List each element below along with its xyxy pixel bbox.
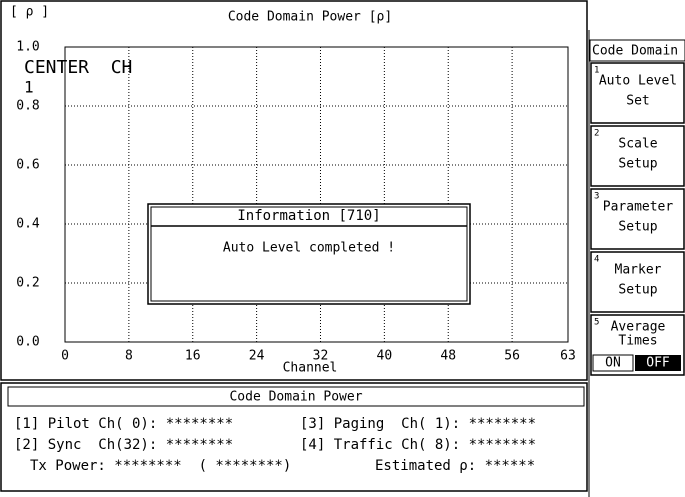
- x-tick-label: 32: [313, 349, 329, 364]
- x-tick-label: 24: [249, 349, 265, 364]
- result: Tx Power: ******** ( ********): [30, 458, 291, 474]
- x-tick-label: 40: [377, 349, 393, 364]
- button-label: Marker: [615, 263, 662, 278]
- menu-button[interactable]: [590, 62, 685, 124]
- menu-button[interactable]: [590, 188, 685, 250]
- button-label: Setup: [618, 283, 657, 298]
- x-tick-label: 16: [185, 349, 201, 364]
- button-label: Setup: [618, 220, 657, 235]
- button-label: Set: [626, 94, 649, 109]
- y-tick-label: 0.0: [16, 335, 39, 350]
- menu-button[interactable]: [590, 125, 685, 187]
- toggle-label: OFF: [646, 356, 670, 371]
- axes: 0.0 0.2 0.4 0.6 0.8 1.0 0 8 16 24 32 40 48 56 63: [16, 40, 576, 364]
- results-header: [7, 386, 585, 407]
- dialog: Information [710] Auto Level completed !: [147, 203, 471, 305]
- x-tick-label: 0: [61, 349, 69, 364]
- x-tick-label: 8: [125, 349, 133, 364]
- menu-title: Code Domain: [592, 44, 678, 59]
- button-label: Parameter: [603, 200, 674, 215]
- menu-header: [589, 39, 685, 62]
- result: [2] Sync Ch(32): ********: [14, 437, 233, 453]
- dialog-box: [147, 203, 471, 305]
- plot-panel: [0, 0, 588, 381]
- overlay: CENTER CH: [24, 57, 132, 78]
- toggle-on[interactable]: [592, 354, 634, 372]
- y-unit: [ ρ ]: [10, 5, 49, 20]
- button-number: 4: [594, 255, 599, 265]
- plot-title: Code Domain Power [ρ]: [228, 10, 392, 25]
- y-tick-label: 0.8: [16, 99, 39, 114]
- x-tick-label: 63: [560, 349, 576, 364]
- y-tick-label: 0.6: [16, 158, 39, 173]
- result: Estimated ρ: ******: [375, 458, 535, 474]
- dialog-title: Information [710]: [237, 208, 380, 224]
- button-label: Times: [618, 334, 657, 349]
- button-number: 5: [594, 318, 599, 328]
- button-label: Average: [611, 320, 666, 335]
- y-tick-label: 1.0: [16, 40, 39, 55]
- button-label: Scale: [618, 137, 657, 152]
- overlay: 1: [24, 78, 34, 97]
- result: [1] Pilot Ch( 0): ********: [14, 416, 233, 432]
- menu-button[interactable]: [590, 251, 685, 313]
- toggle-off[interactable]: [635, 355, 681, 371]
- button-label: Setup: [618, 157, 657, 172]
- x-tick-label: 56: [504, 349, 520, 364]
- result: [3] Paging Ch( 1): ********: [300, 416, 536, 432]
- dialog-inner: [150, 206, 468, 302]
- button-number: 1: [594, 66, 599, 76]
- dialog-message: Auto Level completed !: [223, 241, 395, 256]
- button-label: Auto Level: [599, 74, 677, 89]
- y-tick-label: 0.4: [16, 217, 40, 232]
- results-title: Code Domain Power: [229, 390, 362, 405]
- toggle-label: ON: [605, 356, 621, 371]
- y-tick-label: 0.2: [16, 276, 39, 291]
- x-label: Channel: [283, 361, 338, 376]
- x-tick-label: 48: [440, 349, 456, 364]
- result: [4] Traffic Ch( 8): ********: [300, 437, 536, 453]
- button-number: 3: [594, 192, 599, 202]
- button-number: 2: [594, 129, 599, 139]
